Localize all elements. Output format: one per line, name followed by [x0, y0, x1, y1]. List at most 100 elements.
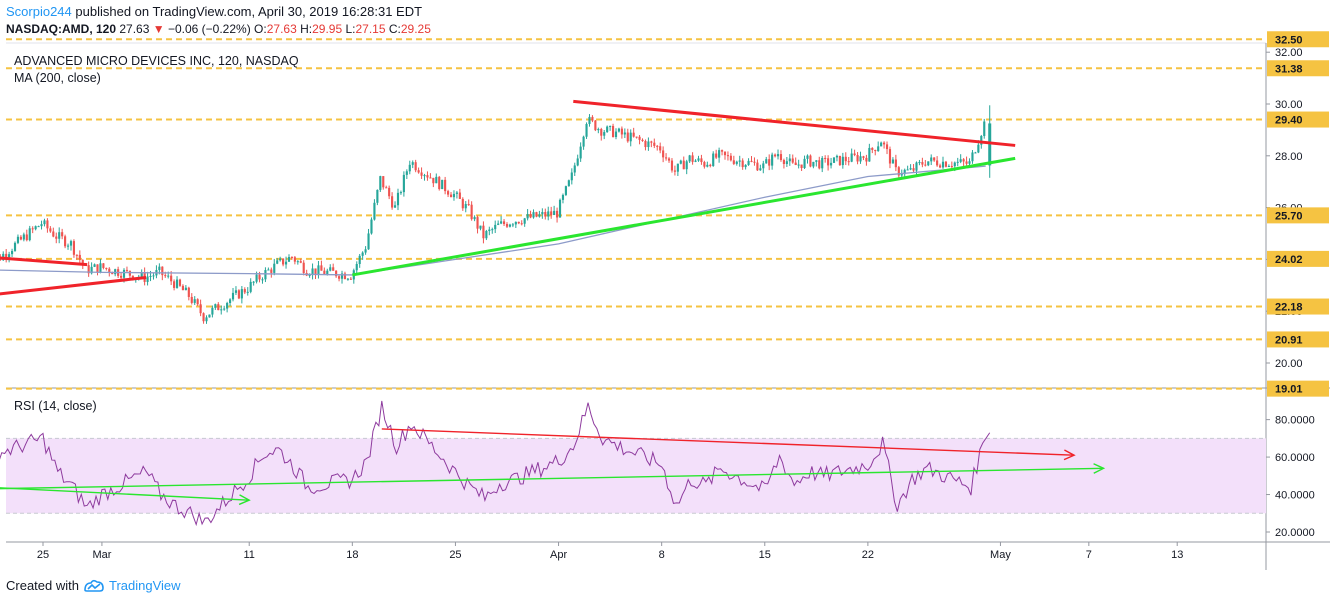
time-tick-label: 25 [449, 549, 461, 561]
candle-body [912, 168, 915, 171]
candle-body [859, 156, 862, 162]
open-label: O: [254, 22, 267, 36]
rsi-trendline-green [0, 467, 1104, 490]
candle-body [61, 232, 64, 237]
candle-body [971, 152, 974, 162]
tradingview-brand[interactable]: TradingView [108, 578, 181, 593]
candle-body [22, 234, 25, 240]
candle-body [641, 139, 644, 142]
candle-body [255, 274, 258, 282]
level-price-badge [1267, 31, 1329, 48]
time-tick-label: 13 [1171, 549, 1183, 561]
candle-body [523, 218, 526, 224]
candle-body [673, 170, 676, 172]
candle-body [829, 162, 833, 166]
candle-body [497, 223, 500, 225]
candle-body [46, 220, 49, 229]
candle-body [414, 162, 417, 171]
candle-body [771, 154, 774, 166]
candle-body [600, 129, 603, 136]
candle-body [202, 313, 205, 322]
rsi-band [6, 438, 1266, 514]
time-tick-label: Mar [92, 549, 111, 561]
candle-body [747, 160, 750, 165]
candle-body [449, 194, 453, 198]
candle-body [650, 141, 653, 143]
candle-body [894, 159, 897, 168]
level-price-label: 22.18 [1275, 302, 1303, 314]
candle-body [968, 161, 971, 164]
candle-body [52, 231, 55, 237]
candle-body [706, 164, 709, 167]
candle-body [865, 157, 868, 162]
candle-body [538, 214, 541, 217]
published-text: published on TradingView.com, April 30, … [75, 4, 423, 19]
candle-body [423, 175, 426, 177]
candle-body [329, 267, 332, 271]
candle-body [175, 279, 179, 288]
candle-body [744, 164, 747, 168]
candle-body [918, 162, 921, 164]
change-down-icon: ▼ [152, 22, 165, 36]
candle-body [556, 210, 559, 218]
level-price-badge [1267, 331, 1329, 348]
candle-body [276, 260, 279, 264]
ma-200-line [0, 165, 986, 276]
candle-body [815, 160, 818, 162]
candle-body [517, 221, 520, 224]
candle-body [806, 155, 809, 159]
level-price-badge [1267, 207, 1329, 224]
candle-body [532, 212, 535, 218]
candle-body [243, 289, 246, 293]
candle-body [732, 160, 735, 164]
candle-body [835, 155, 839, 158]
price-change: −0.06 (−0.22%) [167, 22, 251, 36]
low-label: L: [345, 22, 356, 36]
symbol-name: NASDAQ:AMD, 120 [6, 22, 117, 36]
candle-body [885, 144, 889, 150]
candle-body [217, 304, 220, 311]
rsi-tick-label: 60.0000 [1275, 452, 1315, 464]
candle-body [119, 275, 123, 278]
candle-body [709, 164, 712, 166]
candle-body [161, 266, 164, 276]
time-tick-label: 15 [759, 549, 771, 561]
candle-body [438, 176, 441, 190]
candle-body [841, 156, 844, 166]
candle-body [862, 156, 865, 158]
candle-body [703, 162, 706, 167]
candle-body [164, 275, 167, 277]
candle-body [903, 169, 906, 175]
candle-body [58, 232, 61, 239]
candle-body [626, 132, 629, 142]
level-price-label: 24.02 [1275, 254, 1303, 266]
candle-body [193, 299, 196, 303]
candle-body [190, 296, 193, 303]
candle-body [508, 224, 512, 227]
candle-body [69, 241, 73, 246]
candle-body [874, 149, 877, 152]
candle-body [511, 224, 514, 226]
candle-body [558, 199, 562, 218]
candle-body [317, 265, 320, 275]
candle-body [809, 155, 812, 167]
chart-legend: ADVANCED MICRO DEVICES INC, 120, NASDAQ … [14, 53, 299, 87]
candle-body [19, 236, 22, 240]
candle-body [405, 171, 408, 175]
close-label: C: [388, 22, 401, 36]
candle-body [959, 159, 962, 162]
candle-body [938, 165, 942, 168]
candle-body [114, 269, 117, 275]
candle-body [735, 161, 738, 164]
level-price-label: 32.50 [1275, 34, 1303, 46]
candle-body [81, 259, 84, 265]
price-trendline-green [352, 156, 1016, 277]
candle-body [611, 125, 615, 137]
candle-body [408, 164, 411, 172]
candle-body [102, 263, 105, 268]
author-link[interactable]: Scorpio244 [6, 4, 72, 19]
candle-body [603, 132, 606, 136]
candle-body [656, 145, 659, 147]
candle-body [924, 164, 927, 166]
